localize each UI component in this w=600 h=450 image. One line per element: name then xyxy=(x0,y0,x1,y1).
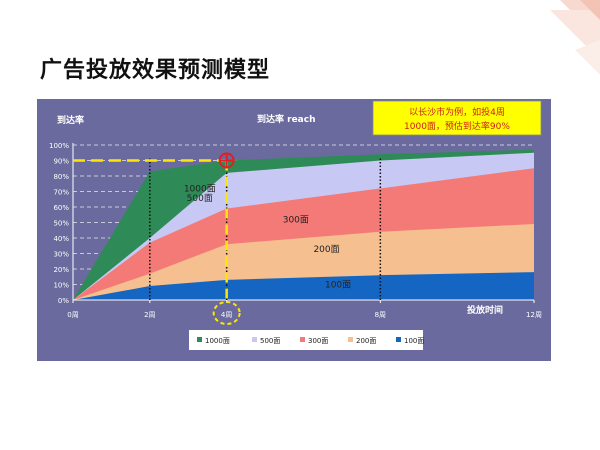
legend-label-500面: 500面 xyxy=(260,337,280,345)
legend-swatch-1000面 xyxy=(197,337,202,342)
x-tick-label: 8周 xyxy=(375,311,386,319)
y-tick-label: 80% xyxy=(53,173,69,181)
y-tick-label: 50% xyxy=(53,220,69,228)
y-tick-label: 100% xyxy=(49,142,69,150)
y-tick-label: 90% xyxy=(53,158,69,166)
x-tick-label: 12周 xyxy=(526,311,542,319)
chart-panel: 0% 10% 20% 30% 40% 50% 60% 70% 80% 90% 100% 0周 2周 4周 8… xyxy=(37,99,551,361)
chart-title: 到达率 reach xyxy=(257,113,316,125)
series-label: 500面 xyxy=(187,193,213,204)
x-tick-label: 4周 xyxy=(221,311,232,319)
legend-label-1000面: 1000面 xyxy=(205,337,230,345)
corner-decoration xyxy=(550,0,600,75)
legend-swatch-300面 xyxy=(300,337,305,342)
y-tick-label: 70% xyxy=(53,189,69,197)
reference-x-highlight-circle xyxy=(212,301,241,325)
legend-swatch-500面 xyxy=(252,337,257,342)
x-tick-label: 2周 xyxy=(144,311,155,319)
y-axis-title: 到达率 xyxy=(57,114,84,126)
reach-area-chart: 0% 10% 20% 30% 40% 50% 60% 70% 80% 90% 100% 0周 2周 4周 8… xyxy=(49,100,542,350)
y-tick-label: 10% xyxy=(53,282,69,290)
series-label: 300面 xyxy=(283,215,309,226)
y-tick-label: 0% xyxy=(58,297,69,305)
legend-swatch-100面 xyxy=(396,337,401,342)
legend-label-100面: 100面 xyxy=(404,337,424,345)
series-label: 200面 xyxy=(313,244,339,255)
annotation-line-1: 以长沙市为例，如投4周 xyxy=(409,106,505,118)
series-label: 1000面 xyxy=(184,184,216,195)
y-tick-label: 40% xyxy=(53,235,69,243)
legend-label-300面: 300面 xyxy=(308,337,328,345)
y-tick-label: 20% xyxy=(53,266,69,274)
legend-label-200面: 200面 xyxy=(356,337,376,345)
series-label: 100面 xyxy=(325,280,351,291)
y-tick-label: 60% xyxy=(53,204,69,212)
legend-swatch-200面 xyxy=(348,337,353,342)
slide-title: 广告投放效果预测模型 xyxy=(40,58,271,83)
annotation-line-2: 1000面，预估到达率90% xyxy=(404,120,510,132)
x-axis-title: 投放时间 xyxy=(467,304,503,316)
annotation-box xyxy=(372,100,542,136)
area-100面 xyxy=(73,272,534,300)
x-tick-label: 0周 xyxy=(67,311,78,319)
legend-box xyxy=(189,330,423,350)
y-tick-label: 30% xyxy=(53,251,69,259)
